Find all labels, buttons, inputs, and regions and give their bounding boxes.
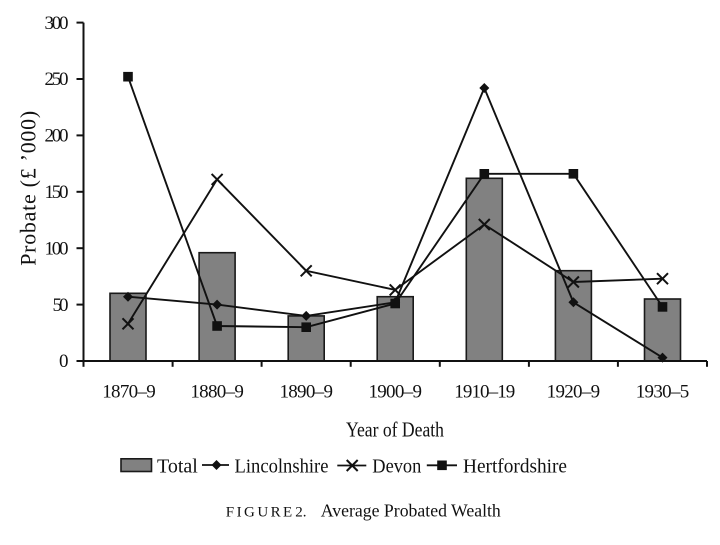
- svg-text:100: 100: [45, 238, 69, 259]
- svg-text:Devon: Devon: [372, 456, 421, 478]
- svg-text:Hertfordshire: Hertfordshire: [463, 456, 567, 478]
- svg-text:1930–5: 1930–5: [636, 382, 690, 403]
- svg-text:1910–19: 1910–19: [454, 382, 515, 403]
- svg-text:250: 250: [45, 69, 69, 90]
- svg-text:2.: 2.: [295, 505, 306, 521]
- svg-text:50: 50: [53, 295, 69, 316]
- svg-text:1890–9: 1890–9: [279, 382, 333, 403]
- svg-text:1900–9: 1900–9: [368, 382, 422, 403]
- svg-text:Probate (£ ’000): Probate (£ ’000): [16, 111, 41, 266]
- svg-text:Average Probated Wealth: Average Probated Wealth: [321, 501, 501, 521]
- svg-text:300: 300: [45, 13, 69, 34]
- svg-text:Total: Total: [157, 456, 198, 478]
- svg-text:1920–9: 1920–9: [547, 382, 601, 403]
- svg-text:FIGURE: FIGURE: [226, 505, 295, 521]
- svg-text:1880–9: 1880–9: [190, 382, 244, 403]
- svg-text:Lincolnshire: Lincolnshire: [235, 456, 329, 478]
- svg-text:0: 0: [59, 351, 69, 372]
- svg-text:Year of Death: Year of Death: [346, 418, 444, 442]
- svg-text:150: 150: [45, 182, 69, 203]
- svg-text:200: 200: [45, 126, 69, 147]
- svg-text:1870–9: 1870–9: [102, 382, 156, 403]
